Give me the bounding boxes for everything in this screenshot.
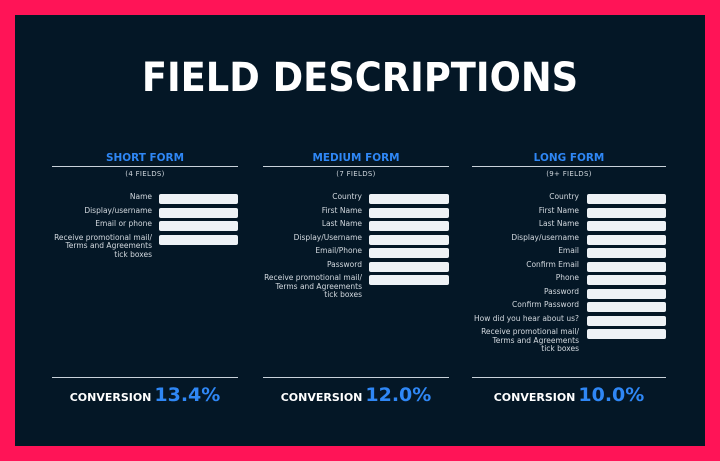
form-field-row: Confirm Email <box>472 259 666 272</box>
field-input-box <box>369 194 449 204</box>
field-label: First Name <box>538 205 579 215</box>
field-label: Last Name <box>321 219 362 228</box>
conversion-label: CONVERSION <box>69 391 152 404</box>
field-input-box <box>587 248 666 258</box>
field-label: Confirm Email <box>526 259 579 269</box>
conversion-divider <box>263 377 449 378</box>
field-label: Receive promotional mail/ Terms and Agre… <box>264 273 362 299</box>
column-heading: LONG FORM <box>533 151 605 164</box>
field-input-box <box>587 194 666 204</box>
field-input-box <box>159 221 238 231</box>
page-title: FIELD DESCRIPTIONS <box>141 55 579 101</box>
form-field-row: Country <box>472 192 666 204</box>
form-field-row: Receive promotional mail/ Terms and Agre… <box>472 327 666 353</box>
form-field-row: Email <box>472 246 666 258</box>
form-field-row: Display/username <box>472 232 666 245</box>
conversion-value: 13.4% <box>154 384 221 406</box>
form-field-row: Phone <box>472 273 666 285</box>
field-label: Country <box>549 192 579 201</box>
field-input-box <box>369 261 449 272</box>
field-input-box <box>369 221 449 231</box>
field-input-box <box>587 207 666 218</box>
field-input-box <box>369 207 449 218</box>
form-field-row: Country <box>263 192 449 204</box>
medium-form-column: MEDIUM FORM (7 FIELDS) Country First Name… <box>263 150 449 299</box>
field-input-box <box>587 221 666 231</box>
field-label: Country <box>332 192 362 201</box>
conversion-label: CONVERSION <box>493 391 576 404</box>
long-form-column: LONG FORM (9+ FIELDS) Country First Name L… <box>472 150 666 353</box>
form-field-row: Name <box>52 192 238 204</box>
field-input-box <box>587 302 666 312</box>
field-input-box <box>587 315 666 326</box>
field-count: (7 FIELDS) <box>336 170 376 178</box>
field-input-box <box>587 234 666 245</box>
field-label: Email <box>558 246 579 255</box>
form-field-row: Receive promotional mail/ Terms and Agre… <box>263 273 449 299</box>
field-input-box <box>587 261 666 272</box>
column-divider <box>263 166 449 167</box>
field-label: Display/Username <box>293 232 362 242</box>
form-field-row: Email or phone <box>52 219 238 231</box>
field-input-box <box>159 194 238 204</box>
form-field-row: Last Name <box>472 219 666 231</box>
field-input-box <box>159 207 238 218</box>
field-label: Password <box>326 259 362 269</box>
column-divider <box>472 166 666 167</box>
form-field-row: Password <box>472 286 666 299</box>
short-form-column: SHORT FORM (4 FIELDS) Name Display/userna… <box>52 150 238 258</box>
field-label: First Name <box>321 205 362 215</box>
short-form-conversion: CONVERSION 13.4% <box>52 384 238 406</box>
field-input-box <box>369 234 449 245</box>
field-label: Password <box>543 286 579 296</box>
form-field-row: How did you hear about us? <box>472 313 666 326</box>
field-label: Name <box>129 192 152 201</box>
field-label: Display/username <box>511 232 579 242</box>
field-label: Phone <box>555 273 579 282</box>
form-field-row: Password <box>263 259 449 272</box>
column-divider <box>52 166 238 167</box>
column-heading: MEDIUM FORM <box>312 151 400 164</box>
field-input-box <box>587 275 666 285</box>
field-count: (9+ FIELDS) <box>546 170 592 178</box>
field-label: Receive promotional mail/ Terms and Agre… <box>481 327 579 353</box>
form-field-row: First Name <box>472 205 666 218</box>
form-field-row: Email/Phone <box>263 246 449 258</box>
conversion-label: CONVERSION <box>280 391 363 404</box>
field-input-box <box>587 329 666 339</box>
field-input-box <box>159 234 238 245</box>
field-label: Display/username <box>84 205 152 215</box>
field-input-box <box>369 248 449 258</box>
form-field-row: Receive promotional mail/ Terms and Agre… <box>52 233 238 258</box>
conversion-divider <box>52 377 238 378</box>
field-input-box <box>587 288 666 299</box>
form-field-row: Display/Username <box>263 232 449 245</box>
long-form-conversion: CONVERSION 10.0% <box>472 384 666 406</box>
field-label: Confirm Password <box>512 300 579 309</box>
form-field-row: Last Name <box>263 219 449 231</box>
conversion-value: 10.0% <box>578 384 645 406</box>
field-label: Email/Phone <box>315 246 362 255</box>
field-label: Receive promotional mail/ Terms and Agre… <box>54 232 152 259</box>
form-field-row: First Name <box>263 205 449 218</box>
column-heading: SHORT FORM <box>106 151 184 164</box>
field-input-box <box>369 275 449 285</box>
medium-form-conversion: CONVERSION 12.0% <box>263 384 449 406</box>
field-label: Email or phone <box>95 219 152 228</box>
field-label: Last Name <box>538 219 579 228</box>
form-field-row: Confirm Password <box>472 300 666 312</box>
conversion-divider <box>472 377 666 378</box>
field-count: (4 FIELDS) <box>125 170 165 178</box>
form-field-row: Display/username <box>52 205 238 218</box>
conversion-value: 12.0% <box>365 384 432 406</box>
field-label: How did you hear about us? <box>474 313 579 323</box>
